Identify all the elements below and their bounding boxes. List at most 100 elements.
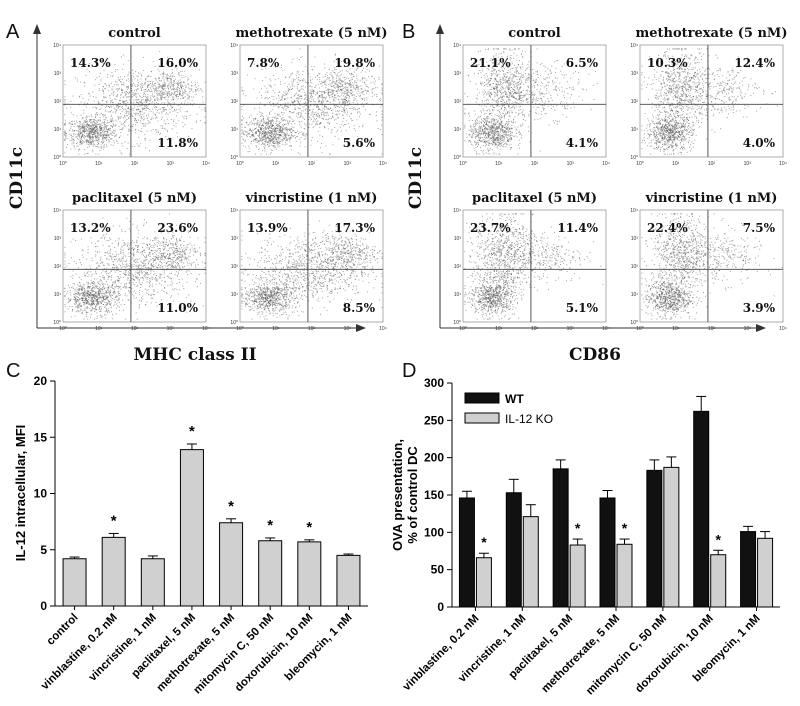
scatter-dot (362, 125, 363, 127)
scatter-dot (294, 135, 296, 137)
scatter-dot (283, 105, 285, 107)
x-tick-label: 10⁴ (202, 161, 210, 167)
quadrant-upper-right-label: 19.8% (334, 56, 375, 70)
scatter-dot (294, 105, 296, 107)
scatter-dot (140, 271, 142, 272)
scatter-dot (93, 300, 95, 302)
scatter-dot (288, 88, 290, 90)
scatter-dot (244, 146, 246, 148)
scatter-dot (171, 85, 173, 87)
scatter-dot (84, 82, 86, 84)
scatter-dot (163, 84, 164, 86)
scatter-dot (250, 130, 252, 132)
scatter-dot (268, 141, 270, 143)
scatter-dot (263, 129, 265, 131)
scatter-dot (140, 86, 141, 88)
scatter-dot (86, 316, 88, 318)
scatter-dot (140, 116, 142, 118)
scatter-dot (121, 92, 123, 94)
scatter-dot (64, 102, 66, 104)
scatter-dot (98, 101, 100, 103)
scatter-dot (337, 87, 339, 89)
scatter-dot (266, 123, 268, 125)
scatter-dot (138, 272, 140, 274)
scatter-dot (103, 279, 105, 281)
scatter-dot (98, 293, 100, 295)
scatter-dot (89, 121, 91, 122)
scatter-dot (253, 119, 255, 121)
scatter-dot (280, 81, 281, 83)
scatter-dot (74, 283, 75, 285)
scatter-dot (164, 257, 166, 259)
scatter-dot (101, 262, 103, 264)
scatter-dot (173, 81, 175, 83)
scatter-dot (109, 293, 111, 295)
scatter-dot (272, 75, 274, 77)
scatter-dot (275, 67, 277, 68)
scatter-dot (303, 79, 305, 81)
scatter-dot (337, 110, 339, 112)
scatter-dot (333, 96, 335, 98)
scatter-dot (299, 105, 301, 107)
scatter-dot (83, 117, 85, 119)
scatter-dot (103, 127, 105, 129)
scatter-dot (178, 289, 180, 291)
scatter-dot (182, 267, 184, 269)
scatter-dot (295, 92, 297, 94)
scatter-dot (248, 145, 250, 147)
scatter-dot (278, 136, 280, 138)
scatter-dot (109, 304, 111, 306)
quadrant-upper-right-label: 16.0% (157, 56, 198, 70)
scatter-dot (163, 73, 165, 75)
scatter-dot (262, 119, 264, 120)
scatter-dot (181, 88, 182, 90)
scatter-dot (296, 97, 298, 99)
scatter-dot (261, 119, 263, 121)
scatter-dot (245, 122, 247, 123)
scatter-dot (273, 133, 275, 135)
scatter-dot (143, 279, 145, 281)
scatter-dot (261, 140, 263, 142)
scatter-dot (127, 88, 129, 90)
scatter-dot (131, 87, 133, 89)
scatter-dot (116, 266, 118, 268)
scatter-dot (171, 280, 173, 282)
scatter-dot (111, 99, 113, 101)
scatter-dot (376, 111, 378, 113)
scatter-dot (123, 63, 124, 65)
scatter-dot (357, 67, 359, 69)
scatter-dot (104, 311, 106, 313)
scatter-dot (144, 83, 146, 85)
scatter-dot (141, 300, 143, 302)
scatter-dot (364, 78, 366, 79)
scatter-dot (103, 125, 105, 127)
scatter-dot (117, 305, 119, 307)
scatter-dot (268, 123, 270, 125)
scatter-dot (322, 96, 324, 97)
scatter-dot (327, 89, 329, 91)
scatter-dot (246, 135, 248, 137)
scatter-dot (181, 102, 183, 104)
scatter-dot (279, 91, 281, 93)
scatter-dot (144, 274, 146, 276)
scatter-dot (106, 127, 107, 129)
scatter-dot (96, 299, 98, 301)
scatter-dot (129, 109, 131, 111)
scatter-dot (119, 99, 121, 101)
scatter-dot (113, 299, 115, 300)
scatter-dot (145, 94, 147, 96)
scatter-dot (83, 283, 85, 285)
scatter-dot (180, 269, 182, 271)
scatter-dot (275, 130, 276, 132)
scatter-dot (265, 123, 267, 125)
scatter-dot (120, 113, 121, 114)
scatter-dot (110, 307, 112, 309)
scatter-dot (84, 132, 85, 134)
scatter-dot (364, 99, 365, 101)
scatter-dot (324, 67, 326, 69)
scatter-dot (82, 291, 84, 293)
scatter-dot (304, 109, 306, 111)
scatter-dot (285, 108, 287, 110)
scatter-dot (110, 134, 112, 136)
scatter-dot (162, 73, 164, 75)
